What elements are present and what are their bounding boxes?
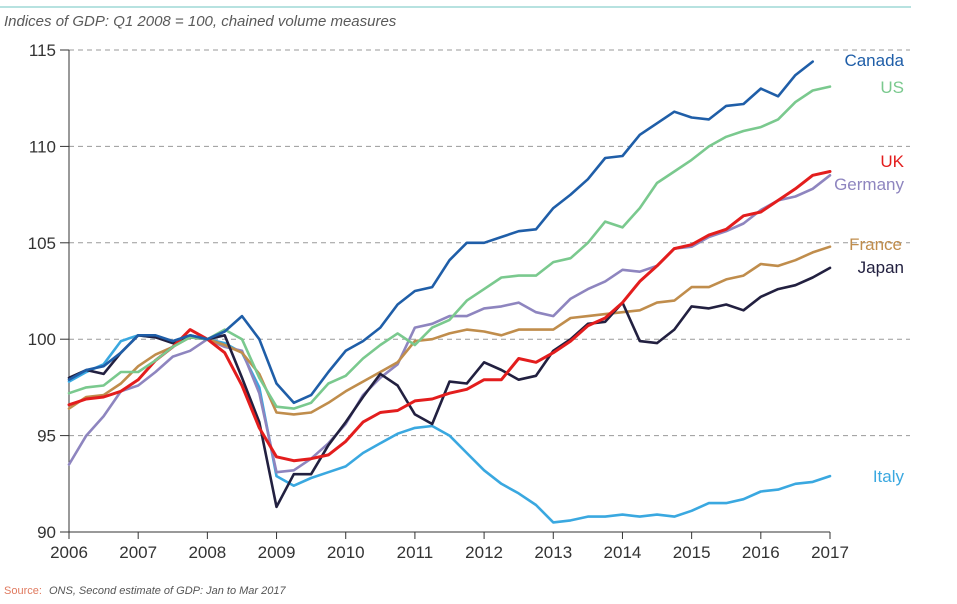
- y-tick-label-105: 105: [28, 234, 56, 253]
- x-tick-label-2007: 2007: [119, 543, 157, 562]
- series-label-italy: Italy: [873, 467, 905, 486]
- x-tick-label-2014: 2014: [604, 543, 642, 562]
- chart-subtitle: Indices of GDP: Q1 2008 = 100, chained v…: [4, 13, 397, 30]
- x-tick-label-2013: 2013: [534, 543, 572, 562]
- series-line-germany: [67, 174, 832, 474]
- series-labels: Italy Germany France Japan UK US Canada: [834, 51, 905, 486]
- series-line-us: [67, 85, 832, 410]
- x-tick-label-2011: 2011: [397, 543, 434, 562]
- x-tick-label-2010: 2010: [327, 543, 365, 562]
- y-tick-label-100: 100: [28, 330, 56, 349]
- series-line-uk: [67, 170, 832, 463]
- y-tick-label-90: 90: [37, 523, 56, 542]
- series-label-japan: Japan: [858, 258, 904, 277]
- series-label-canada: Canada: [844, 51, 904, 70]
- axes: 90 95 100 105 110 115 2006 2007 2008 2009 2010 2011…: [28, 41, 849, 562]
- series-label-germany: Germany: [834, 175, 904, 194]
- y-tick-label-115: 115: [29, 41, 56, 60]
- x-tick-label-2015: 2015: [673, 543, 711, 562]
- series-line-japan: [67, 266, 832, 509]
- x-tick-label-2009: 2009: [258, 543, 296, 562]
- x-tick-label-2008: 2008: [188, 543, 226, 562]
- x-tick-label-2012: 2012: [465, 543, 503, 562]
- series-label-uk: UK: [880, 152, 904, 171]
- y-tick-label-110: 110: [29, 137, 56, 156]
- series-line-canada: [67, 60, 815, 405]
- series-lines: [67, 60, 832, 524]
- x-tick-label-2017: 2017: [811, 543, 849, 562]
- source-prefix: Source:: [4, 585, 42, 597]
- x-tick-label-2016: 2016: [742, 543, 780, 562]
- chart-source: Source: ONS, Second estimate of GDP: Jan…: [4, 585, 286, 597]
- series-line-france: [67, 245, 832, 416]
- y-tick-label-95: 95: [37, 427, 56, 446]
- series-label-france: France: [849, 235, 902, 254]
- source-text: ONS, Second estimate of GDP: Jan to Mar …: [49, 585, 286, 597]
- series-line-italy: [67, 333, 832, 524]
- series-label-us: US: [880, 78, 904, 97]
- gridlines: [69, 49, 910, 437]
- x-tick-label-2006: 2006: [50, 543, 88, 562]
